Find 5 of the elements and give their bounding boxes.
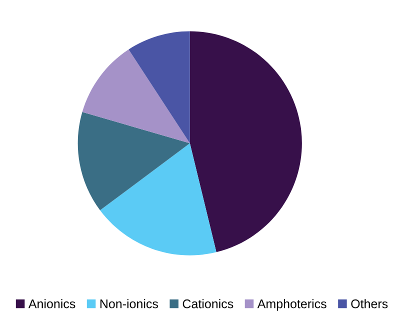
legend-label: Anionics bbox=[28, 299, 76, 308]
legend-label: Cationics bbox=[182, 299, 234, 308]
legend-label: Non-ionics bbox=[100, 299, 158, 308]
legend-label: Amphoterics bbox=[257, 299, 326, 311]
legend-label: Others bbox=[351, 299, 388, 308]
